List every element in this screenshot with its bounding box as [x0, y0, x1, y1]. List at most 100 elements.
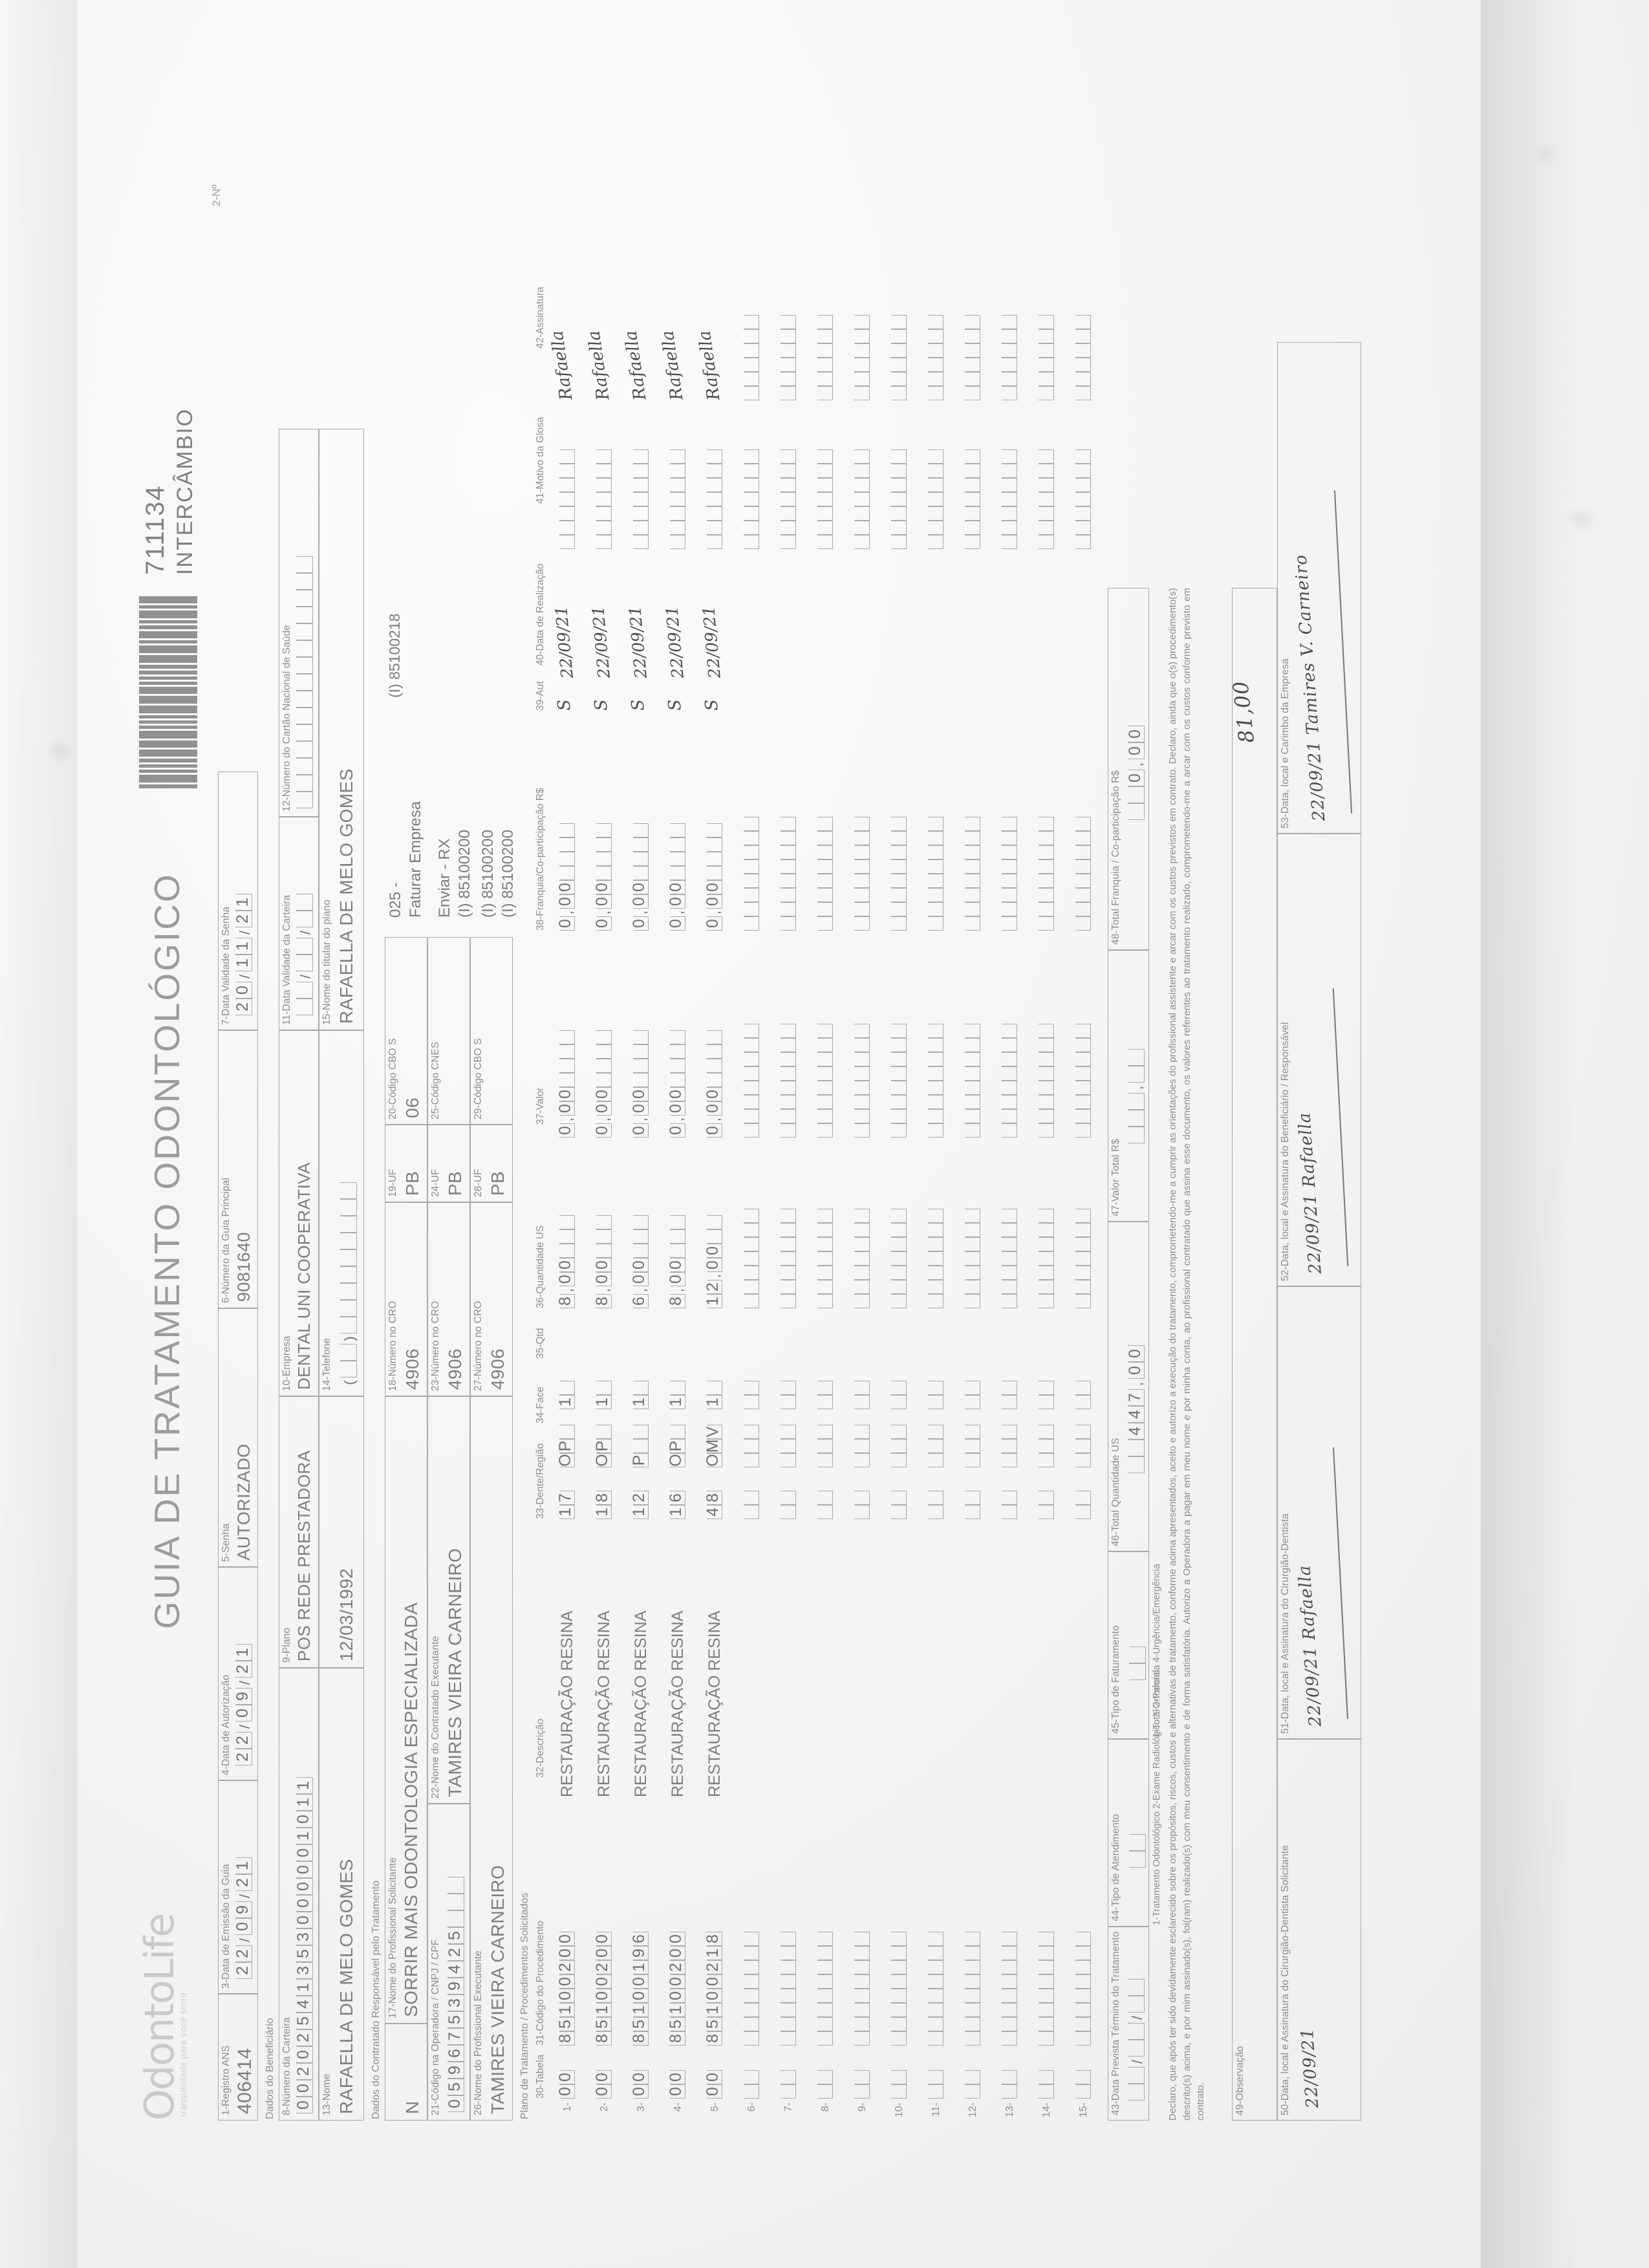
cell-face[interactable]: P: [630, 1424, 649, 1467]
cell-data-realizacao[interactable]: 22/09/21: [588, 605, 614, 679]
cell-dente[interactable]: [781, 1490, 796, 1519]
cell-face[interactable]: [744, 1424, 759, 1467]
cell-qtd[interactable]: 1: [667, 1380, 685, 1409]
cell-tabela[interactable]: [928, 2069, 943, 2099]
cell-tabela[interactable]: [854, 2069, 870, 2099]
cell-quantidade-us[interactable]: [744, 1208, 759, 1308]
table-row[interactable]: 14-: [1028, 142, 1065, 2121]
cell-face[interactable]: [891, 1424, 907, 1467]
field-11-validade-carteira[interactable]: 11-Data Validade da Carteira / /: [279, 816, 319, 1030]
table-row[interactable]: 10-: [881, 142, 918, 2121]
cell-tabela[interactable]: [965, 2069, 980, 2099]
field-45-tipo-faturamento[interactable]: 45-Tipo de Faturamento: [1108, 1551, 1149, 1739]
cell-valor[interactable]: [1002, 1023, 1017, 1138]
cell-valor[interactable]: [854, 1023, 870, 1138]
cell-face[interactable]: [1075, 1424, 1091, 1467]
cell-motivo-glosa[interactable]: [817, 449, 833, 549]
cell-tabela[interactable]: [744, 2069, 759, 2099]
cell-data-realizacao[interactable]: 22/09/21: [625, 605, 651, 679]
cell-aut[interactable]: S: [702, 698, 722, 711]
cell-motivo-glosa[interactable]: [1039, 449, 1054, 549]
table-row[interactable]: 1- 0 0 8 5 1 0 0 2 0 0 RESTAURAÇÃO RESINA 1 7 O P 1 8, 0 0 0…: [547, 142, 586, 2121]
cell-valor[interactable]: [1075, 1023, 1091, 1138]
cell-codigo[interactable]: [854, 1931, 870, 2046]
cell-franquia[interactable]: [744, 816, 759, 931]
table-row[interactable]: 7-: [770, 142, 807, 2121]
cell-assinatura[interactable]: Rafaella: [695, 329, 724, 402]
cell-qtd[interactable]: [1002, 1380, 1017, 1409]
cell-qtd[interactable]: 1: [630, 1380, 649, 1409]
cell-quantidade-us[interactable]: [781, 1208, 796, 1308]
cell-qtd[interactable]: [854, 1380, 870, 1409]
cell-qtd[interactable]: [1075, 1380, 1091, 1409]
cell-qtd[interactable]: [928, 1380, 943, 1409]
cell-assinatura[interactable]: [965, 314, 980, 400]
cell-qtd[interactable]: [781, 1380, 796, 1409]
cell-qtd[interactable]: 1: [593, 1380, 612, 1409]
field-1-registro-ans[interactable]: 1-Registro ANS 406414: [218, 1993, 258, 2121]
cell-qtd[interactable]: 1: [556, 1380, 575, 1409]
cell-qtd[interactable]: [817, 1380, 833, 1409]
cell-valor[interactable]: [781, 1023, 796, 1138]
field-52-assinatura-beneficiario[interactable]: 52-Data, local e Assinatura do Beneficiá…: [1277, 833, 1361, 1286]
cell-quantidade-us[interactable]: [854, 1208, 870, 1308]
cell-assinatura[interactable]: [1039, 314, 1054, 400]
cell-motivo-glosa[interactable]: [781, 449, 796, 549]
field-53-carimbo-empresa[interactable]: 53-Data, local e Carimbo da Empresa 22/0…: [1277, 341, 1361, 834]
cell-assinatura[interactable]: Rafaella: [547, 329, 577, 402]
cell-dente[interactable]: [854, 1490, 870, 1519]
cell-codigo[interactable]: [1039, 1931, 1054, 2046]
table-row[interactable]: 5- 0 0 8 5 1 0 0 2 1 8 RESTAURAÇÃO RESINA 4 8 O M V 1 1 2, 0…: [695, 142, 733, 2121]
cell-qtd[interactable]: [965, 1380, 980, 1409]
cell-assinatura[interactable]: [744, 314, 759, 400]
field-43-comb[interactable]: / /: [1128, 1978, 1145, 2101]
table-row[interactable]: 2- 0 0 8 5 1 0 0 2 0 0 RESTAURAÇÃO RESINA 1 8 O P 1 8, 0 0 0…: [584, 142, 623, 2121]
cell-data-realizacao[interactable]: 22/09/21: [662, 605, 687, 679]
cell-valor[interactable]: [1039, 1023, 1054, 1138]
cell-assinatura[interactable]: [1075, 314, 1091, 400]
cell-franquia[interactable]: [1002, 816, 1017, 931]
cell-data-realizacao[interactable]: 22/09/21: [699, 605, 724, 679]
cell-franquia[interactable]: [1039, 816, 1054, 931]
cell-quantidade-us[interactable]: [928, 1208, 943, 1308]
cell-face[interactable]: [928, 1424, 943, 1467]
cell-assinatura[interactable]: Rafaella: [584, 329, 614, 402]
cell-tabela[interactable]: [1002, 2069, 1017, 2099]
table-row[interactable]: 9-: [844, 142, 881, 2121]
cell-dente[interactable]: [891, 1490, 907, 1519]
field-24-uf[interactable]: 24-UF PB: [427, 1124, 470, 1202]
cell-motivo-glosa[interactable]: [596, 449, 612, 549]
field-44-tipo-atendimento[interactable]: 44-Tipo de Atendimento: [1108, 1738, 1149, 1927]
cell-descricao[interactable]: RESTAURAÇÃO RESINA: [632, 1610, 650, 1797]
cell-codigo[interactable]: [744, 1931, 759, 2046]
cell-valor[interactable]: [891, 1023, 907, 1138]
cell-assinatura[interactable]: Rafaella: [658, 329, 687, 402]
field-23-numero-cro[interactable]: 23-Número no CRO 4906: [427, 1202, 470, 1396]
field-6-guia-principal[interactable]: 6-Número da Guia Principal 9081640: [218, 1030, 258, 1308]
cell-aut[interactable]: S: [628, 698, 649, 711]
field-43-data-termino[interactable]: 43-Data Prevista Término do Tratamento /…: [1108, 1926, 1149, 2121]
cell-franquia[interactable]: [854, 816, 870, 931]
cell-aut[interactable]: S: [591, 698, 612, 711]
